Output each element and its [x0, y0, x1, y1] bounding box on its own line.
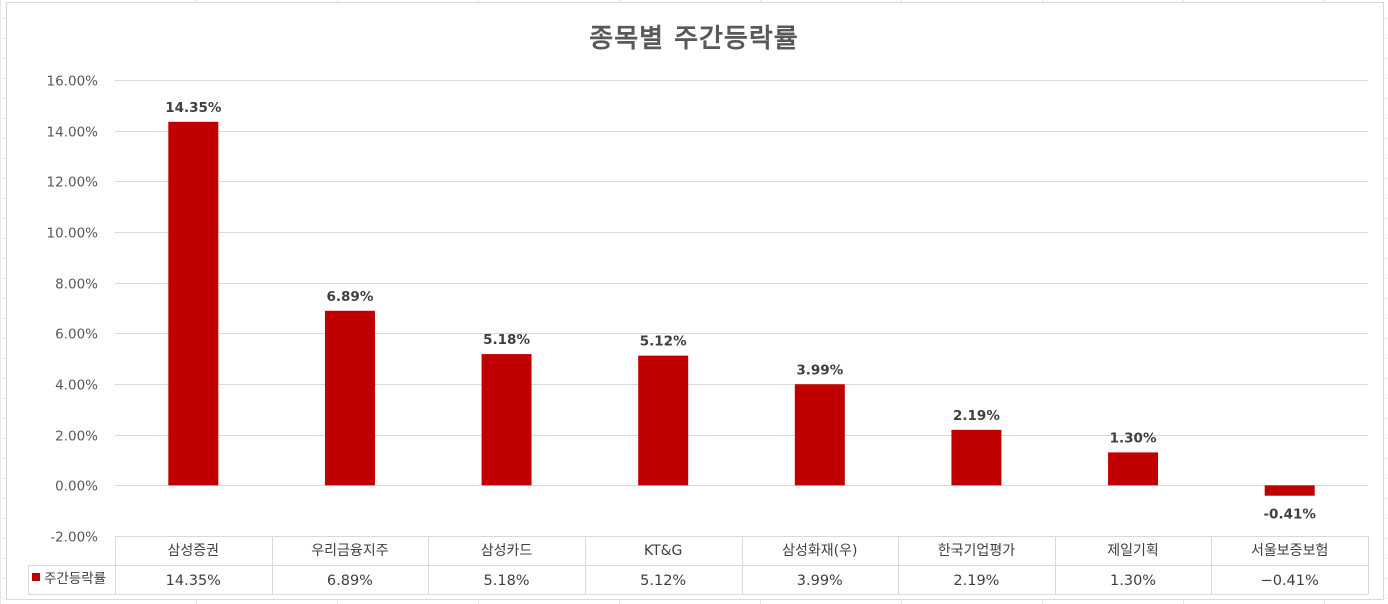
- category-label: 삼성카드: [481, 543, 533, 559]
- data-label: 14.35%: [165, 100, 222, 116]
- bar[interactable]: [324, 310, 375, 486]
- category-label: 삼성화재(우): [782, 543, 857, 559]
- category-label: 서울보증보험: [1251, 543, 1328, 559]
- data-label: -0.41%: [1263, 507, 1316, 523]
- y-tick-label: 2.00%: [55, 429, 98, 445]
- data-labels: 14.35% 6.89% 5.18% 5.12% 3.99% 2.19% 1.30% -0.4…: [165, 100, 1316, 523]
- category-label: 제일기획: [1107, 543, 1159, 559]
- table-cell-value: 5.18%: [484, 573, 530, 589]
- table-cell-value: 5.12%: [640, 573, 686, 589]
- data-label: 2.19%: [953, 408, 1000, 424]
- table-cell-value: −0.41%: [1261, 573, 1319, 589]
- bar[interactable]: [794, 384, 845, 486]
- table-cell-value: 6.89%: [327, 573, 373, 589]
- y-tick-label: 8.00%: [55, 277, 98, 293]
- bar[interactable]: [1264, 485, 1315, 496]
- category-label: KT&G: [644, 543, 682, 559]
- y-tick-label: -2.00%: [50, 530, 98, 546]
- y-tick-label: 0.00%: [55, 479, 98, 495]
- category-label: 삼성증권: [168, 543, 220, 559]
- chart-title: 종목별 주간등락률: [589, 24, 799, 54]
- legend-key-icon: [32, 573, 40, 581]
- chart-area[interactable]: [6, 2, 1384, 600]
- bar[interactable]: [1108, 452, 1159, 486]
- bar[interactable]: [638, 355, 689, 486]
- category-label: 한국기업평가: [938, 543, 1015, 559]
- y-tick-label: 10.00%: [47, 226, 99, 242]
- y-tick-label: 4.00%: [55, 378, 98, 394]
- y-tick-label: 6.00%: [55, 327, 98, 343]
- data-label: 5.18%: [483, 332, 530, 348]
- data-label: 5.12%: [640, 334, 687, 350]
- table-cell-value: 3.99%: [797, 573, 843, 589]
- y-axis-ticks: 16.00% 14.00% 12.00% 10.00% 8.00% 6.00% 4.00% 2…: [47, 74, 99, 546]
- bars: [168, 121, 1315, 496]
- y-tick-label: 16.00%: [47, 74, 99, 90]
- table-cell-value: 1.30%: [1110, 573, 1156, 589]
- bar[interactable]: [168, 121, 219, 486]
- table-cell-value: 2.19%: [953, 573, 999, 589]
- category-label: 우리금융지주: [311, 543, 388, 559]
- data-label: 6.89%: [327, 289, 374, 305]
- bar[interactable]: [951, 429, 1002, 486]
- bar[interactable]: [481, 354, 532, 486]
- y-tick-label: 12.00%: [47, 175, 99, 191]
- table-cell-value: 14.35%: [166, 573, 221, 589]
- data-label: 3.99%: [796, 362, 843, 378]
- y-tick-label: 14.00%: [47, 125, 99, 141]
- data-table: 삼성증권 14.35% 우리금융지주 6.89% 삼성카드 5.18% KT&G 5.12% 삼…: [28, 536, 1369, 595]
- legend-series-name: 주간등락률: [44, 571, 106, 587]
- data-label: 1.30%: [1110, 430, 1157, 446]
- gridlines: [115, 80, 1368, 537]
